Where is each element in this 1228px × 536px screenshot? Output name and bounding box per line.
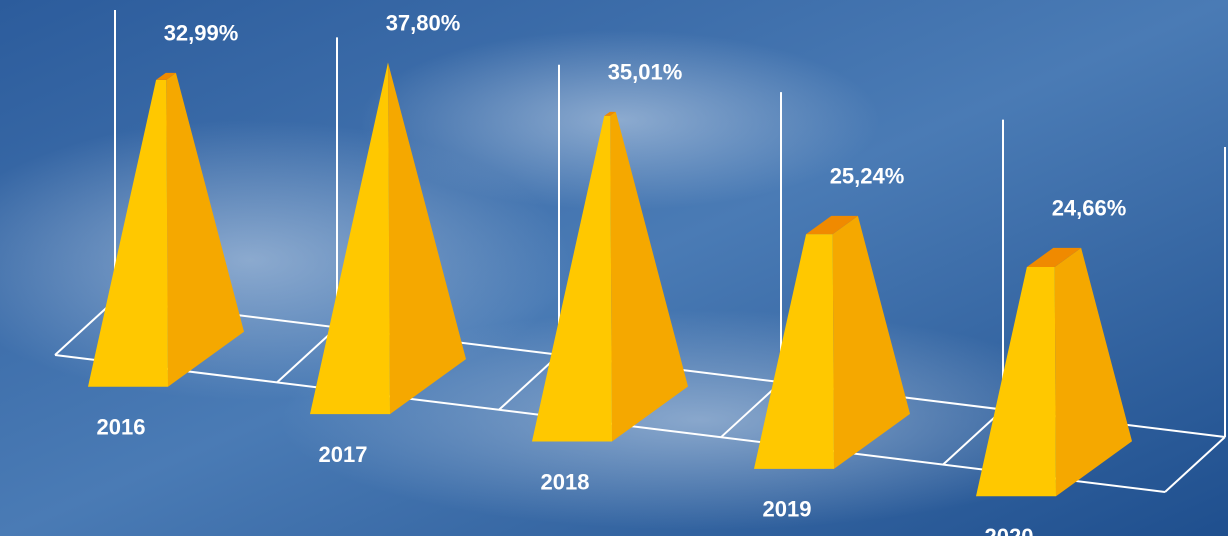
pyramid-front xyxy=(532,115,612,442)
pyramid-side xyxy=(166,72,244,387)
value-label: 32,99% xyxy=(164,21,239,46)
pyramid xyxy=(532,111,688,442)
pyramid-front xyxy=(88,79,168,387)
value-label: 25,24% xyxy=(830,164,905,189)
floor-divider xyxy=(942,408,1004,466)
pyramid xyxy=(754,215,910,469)
value-label: 35,01% xyxy=(608,60,683,85)
floor-divider xyxy=(54,299,116,356)
pyramid-front xyxy=(754,234,834,469)
category-label: 2017 xyxy=(319,442,368,467)
pyramid xyxy=(88,72,244,387)
pyramid-top xyxy=(604,111,616,116)
pyramid-top xyxy=(806,215,858,235)
pyramid-top xyxy=(1026,247,1082,267)
pyramid-side xyxy=(610,111,688,442)
pyramid-side xyxy=(1054,247,1132,497)
pyramid-side xyxy=(832,215,910,469)
category-label: 2019 xyxy=(763,497,812,522)
pyramid-front xyxy=(310,62,390,415)
cloud xyxy=(280,310,1120,530)
category-label: 2018 xyxy=(541,469,590,494)
value-label: 37,80% xyxy=(386,10,461,35)
category-label: 2020 xyxy=(985,524,1034,536)
category-label: 2016 xyxy=(97,415,146,440)
cloud xyxy=(360,30,880,210)
pyramid-top xyxy=(156,72,176,80)
floor-divider xyxy=(276,326,338,384)
floor-divider xyxy=(1164,436,1226,493)
pyramid xyxy=(976,247,1132,497)
value-label: 24,66% xyxy=(1052,196,1127,221)
floor-divider xyxy=(720,381,782,438)
marks: 32,99% 2016 37,80% 2017 35,01% 2018 25,24% 2019… xyxy=(88,10,1132,536)
floor-divider xyxy=(498,354,560,411)
pyramid-front xyxy=(976,266,1056,497)
pyramid-side xyxy=(388,62,466,415)
pyramid xyxy=(310,62,466,415)
